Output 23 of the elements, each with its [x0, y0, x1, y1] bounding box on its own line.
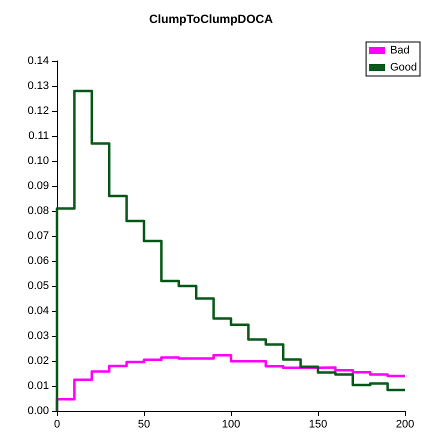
x-tick-label: 0	[54, 418, 60, 430]
y-tick-label: 0.01	[28, 380, 49, 392]
x-tick-label: 50	[138, 418, 150, 430]
legend-label: Good	[390, 62, 418, 74]
y-tick-label: 0.00	[28, 405, 49, 417]
x-tick-label: 150	[308, 418, 328, 430]
y-tick-label: 0.06	[28, 255, 49, 267]
y-tick-label: 0.08	[28, 205, 49, 217]
y-tick-label: 0.03	[28, 330, 49, 342]
y-tick-label: 0.10	[28, 155, 49, 167]
y-tick-label: 0.14	[28, 55, 49, 67]
y-tick-label: 0.13	[28, 80, 49, 92]
chart-title: ClumpToClumpDOCA	[149, 12, 274, 26]
y-tick-label: 0.04	[28, 305, 49, 317]
y-tick-label: 0.12	[28, 105, 49, 117]
x-tick-label: 100	[222, 418, 240, 430]
y-tick-label: 0.07	[28, 230, 49, 242]
y-tick-label: 0.09	[28, 180, 49, 192]
legend-label: Bad	[390, 44, 410, 56]
y-tick-label: 0.11	[28, 130, 49, 142]
y-tick-label: 0.02	[28, 355, 49, 367]
y-tick-label: 0.05	[28, 280, 49, 292]
x-tick-label: 200	[396, 418, 414, 430]
